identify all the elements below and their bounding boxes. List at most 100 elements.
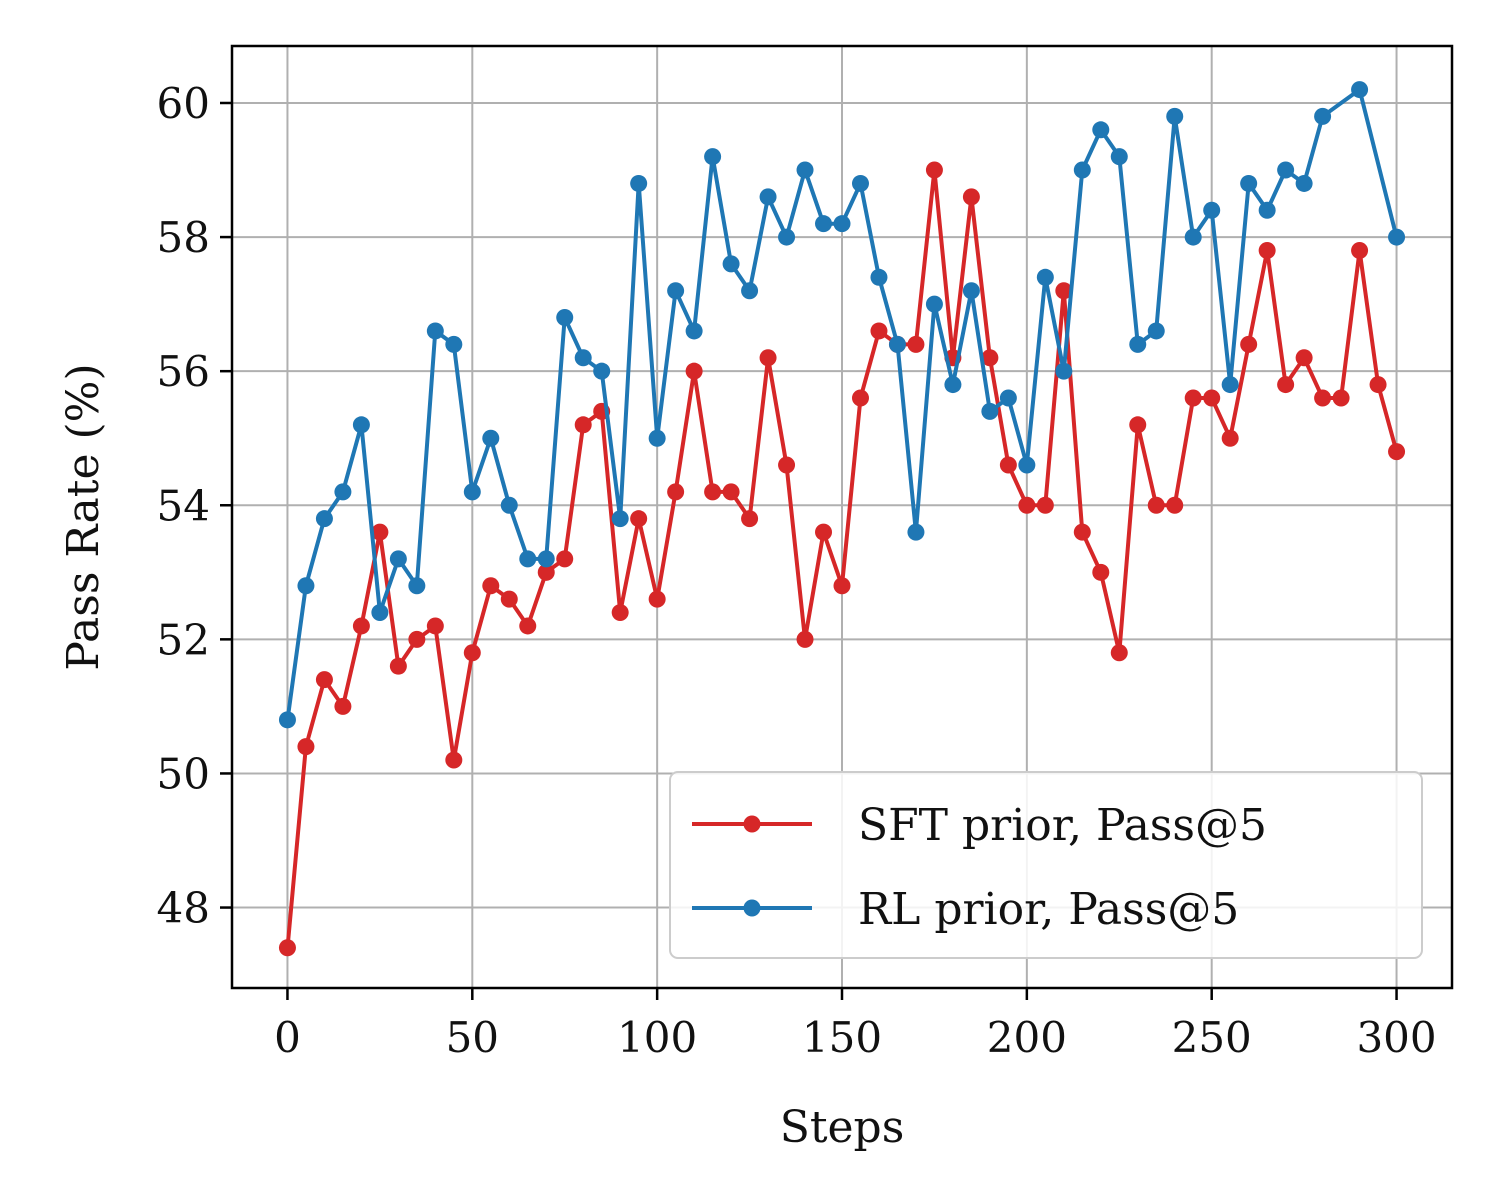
data-point bbox=[445, 751, 463, 769]
data-point bbox=[704, 148, 722, 166]
data-point bbox=[981, 402, 999, 420]
y-tick-label: 60 bbox=[157, 79, 210, 128]
data-point bbox=[537, 550, 555, 568]
legend-swatch-marker bbox=[743, 899, 761, 917]
data-point bbox=[778, 456, 796, 474]
data-point bbox=[556, 309, 574, 327]
data-point bbox=[741, 510, 759, 528]
data-point bbox=[685, 362, 703, 380]
data-point bbox=[574, 349, 592, 367]
data-point bbox=[833, 215, 851, 233]
data-point bbox=[556, 550, 574, 568]
data-point bbox=[1129, 335, 1147, 353]
legend-label: SFT prior, Pass@5 bbox=[858, 800, 1267, 851]
data-point bbox=[278, 939, 296, 957]
data-point bbox=[371, 604, 389, 622]
data-point bbox=[1351, 81, 1369, 99]
y-axis-ticks: 48 50 52 54 56 58 60 bbox=[157, 79, 232, 933]
data-point bbox=[870, 322, 888, 340]
data-point bbox=[1332, 389, 1350, 407]
data-point bbox=[297, 577, 315, 595]
data-point bbox=[815, 215, 833, 233]
x-tick-label: 200 bbox=[987, 1013, 1067, 1062]
x-tick-label: 250 bbox=[1172, 1013, 1252, 1062]
data-point bbox=[851, 174, 869, 192]
data-point bbox=[1073, 523, 1091, 541]
data-point bbox=[1036, 268, 1054, 286]
data-point bbox=[630, 174, 648, 192]
data-point bbox=[1369, 376, 1387, 394]
data-point bbox=[925, 161, 943, 179]
y-tick-label: 48 bbox=[157, 884, 210, 933]
data-point bbox=[1036, 496, 1054, 514]
data-point bbox=[519, 617, 537, 635]
data-point bbox=[759, 188, 777, 206]
data-point bbox=[611, 604, 629, 622]
data-point bbox=[1147, 496, 1165, 514]
data-point bbox=[1295, 349, 1313, 367]
legend-item: RL prior, Pass@5 bbox=[692, 884, 1239, 935]
y-axis-title: Pass Rate (%) bbox=[58, 363, 109, 670]
data-point bbox=[1184, 389, 1202, 407]
x-tick-label: 50 bbox=[446, 1013, 499, 1062]
data-point bbox=[1388, 228, 1406, 246]
data-point bbox=[907, 335, 925, 353]
data-point bbox=[630, 510, 648, 528]
data-point bbox=[315, 671, 333, 689]
data-point bbox=[1295, 174, 1313, 192]
data-point bbox=[1166, 107, 1184, 125]
data-point bbox=[1184, 228, 1202, 246]
data-point bbox=[297, 738, 315, 756]
data-point bbox=[445, 335, 463, 353]
data-point bbox=[426, 617, 444, 635]
data-point bbox=[611, 510, 629, 528]
data-point bbox=[741, 282, 759, 300]
data-point bbox=[1110, 148, 1128, 166]
data-point bbox=[352, 416, 370, 434]
data-point bbox=[778, 228, 796, 246]
data-point bbox=[278, 711, 296, 729]
data-point bbox=[389, 657, 407, 675]
data-point bbox=[1351, 241, 1369, 259]
data-point bbox=[1166, 496, 1184, 514]
data-point bbox=[1110, 644, 1128, 662]
data-point bbox=[408, 577, 426, 595]
data-point bbox=[593, 362, 611, 380]
data-point bbox=[1203, 201, 1221, 219]
data-point bbox=[1277, 376, 1295, 394]
data-point bbox=[704, 483, 722, 501]
data-point bbox=[907, 523, 925, 541]
data-point bbox=[833, 577, 851, 595]
data-point bbox=[1314, 107, 1332, 125]
data-point bbox=[667, 282, 685, 300]
data-point bbox=[999, 456, 1017, 474]
data-point bbox=[463, 483, 481, 501]
data-point bbox=[1388, 443, 1406, 461]
data-point bbox=[482, 577, 500, 595]
data-point bbox=[334, 697, 352, 715]
x-axis-title: Steps bbox=[780, 1102, 905, 1153]
data-point bbox=[648, 590, 666, 608]
data-point bbox=[962, 282, 980, 300]
data-point bbox=[796, 630, 814, 648]
data-point bbox=[352, 617, 370, 635]
data-point bbox=[1203, 389, 1221, 407]
data-point bbox=[722, 255, 740, 273]
data-point bbox=[1258, 241, 1276, 259]
x-axis-ticks: 0 50 100 150 200 250 300 bbox=[274, 988, 1437, 1062]
data-point bbox=[519, 550, 537, 568]
data-point bbox=[925, 295, 943, 313]
data-point bbox=[870, 268, 888, 286]
data-point bbox=[796, 161, 814, 179]
data-point bbox=[1147, 322, 1165, 340]
data-point bbox=[426, 322, 444, 340]
data-point bbox=[1018, 456, 1036, 474]
legend-label: RL prior, Pass@5 bbox=[858, 884, 1239, 935]
data-point bbox=[1314, 389, 1332, 407]
data-point bbox=[1129, 416, 1147, 434]
data-point bbox=[667, 483, 685, 501]
x-tick-label: 150 bbox=[802, 1013, 882, 1062]
data-point bbox=[574, 416, 592, 434]
data-point bbox=[1092, 121, 1110, 139]
